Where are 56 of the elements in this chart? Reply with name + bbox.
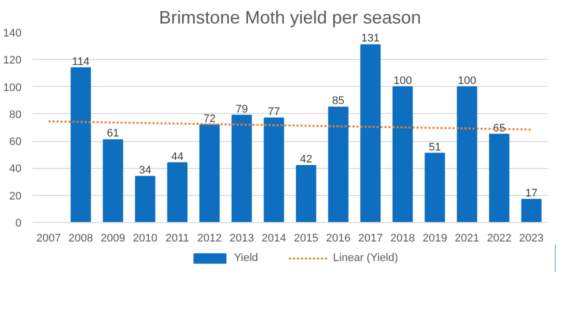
bar [70, 67, 91, 222]
x-tick-label: 2015 [294, 232, 318, 244]
bar [392, 86, 413, 222]
bar [489, 134, 510, 222]
bar [424, 152, 445, 222]
x-tick-label: 2021 [454, 232, 480, 244]
x-tick-label: 2019 [422, 232, 448, 244]
x-tick-label: 2013 [229, 232, 254, 244]
y-tick-label: 0 [15, 218, 22, 230]
x-tick-label: 2014 [262, 232, 286, 244]
bar [135, 176, 156, 222]
data-label: 77 [268, 106, 280, 118]
data-label: 100 [458, 74, 476, 87]
data-label: 100 [393, 74, 412, 87]
data-label: 72 [203, 112, 216, 125]
bar [360, 44, 381, 222]
bar [456, 86, 478, 222]
bar [264, 118, 284, 222]
legend-label: Linear (Yield) [333, 252, 398, 264]
data-label: 114 [72, 56, 90, 68]
y-tick-label: 100 [3, 82, 22, 94]
x-tick-label: 2018 [390, 232, 415, 244]
chart-title: Brimstone Moth yield per season [158, 8, 422, 28]
y-tick-label: 20 [9, 190, 22, 202]
y-tick-label: 80 [9, 108, 22, 121]
x-tick-label: 2022 [486, 232, 512, 244]
x-tick-label: 2017 [358, 232, 383, 244]
data-label: 131 [361, 32, 380, 45]
data-label: 34 [139, 164, 152, 176]
x-tick-label: 2009 [100, 232, 126, 244]
bar [199, 124, 220, 222]
data-label: 42 [300, 154, 312, 166]
y-tick-label: 60 [9, 136, 22, 148]
data-label: 17 [525, 187, 538, 200]
bar [232, 114, 252, 222]
x-tick-label: 2016 [326, 232, 351, 244]
x-tick-label: 2011 [166, 232, 190, 244]
legend-label: Yield [234, 252, 258, 264]
x-tick-label: 2012 [197, 232, 222, 244]
y-tick-label: 120 [3, 54, 22, 67]
data-label: 51 [428, 141, 441, 154]
bar [167, 162, 188, 222]
x-tick-label: 2007 [36, 232, 61, 244]
bar [521, 198, 542, 222]
bar [328, 106, 348, 222]
bar [102, 139, 124, 222]
x-tick-label: 2008 [68, 232, 94, 244]
data-label: 44 [171, 150, 184, 163]
data-label: 85 [332, 95, 344, 108]
bar [296, 165, 316, 222]
y-tick-label: 40 [9, 163, 22, 176]
y-tick-label: 140 [3, 28, 22, 40]
x-tick-label: 2010 [132, 232, 158, 244]
data-label: 61 [106, 128, 120, 140]
x-tick-label: 2023 [519, 232, 544, 244]
data-label: 79 [236, 103, 248, 116]
